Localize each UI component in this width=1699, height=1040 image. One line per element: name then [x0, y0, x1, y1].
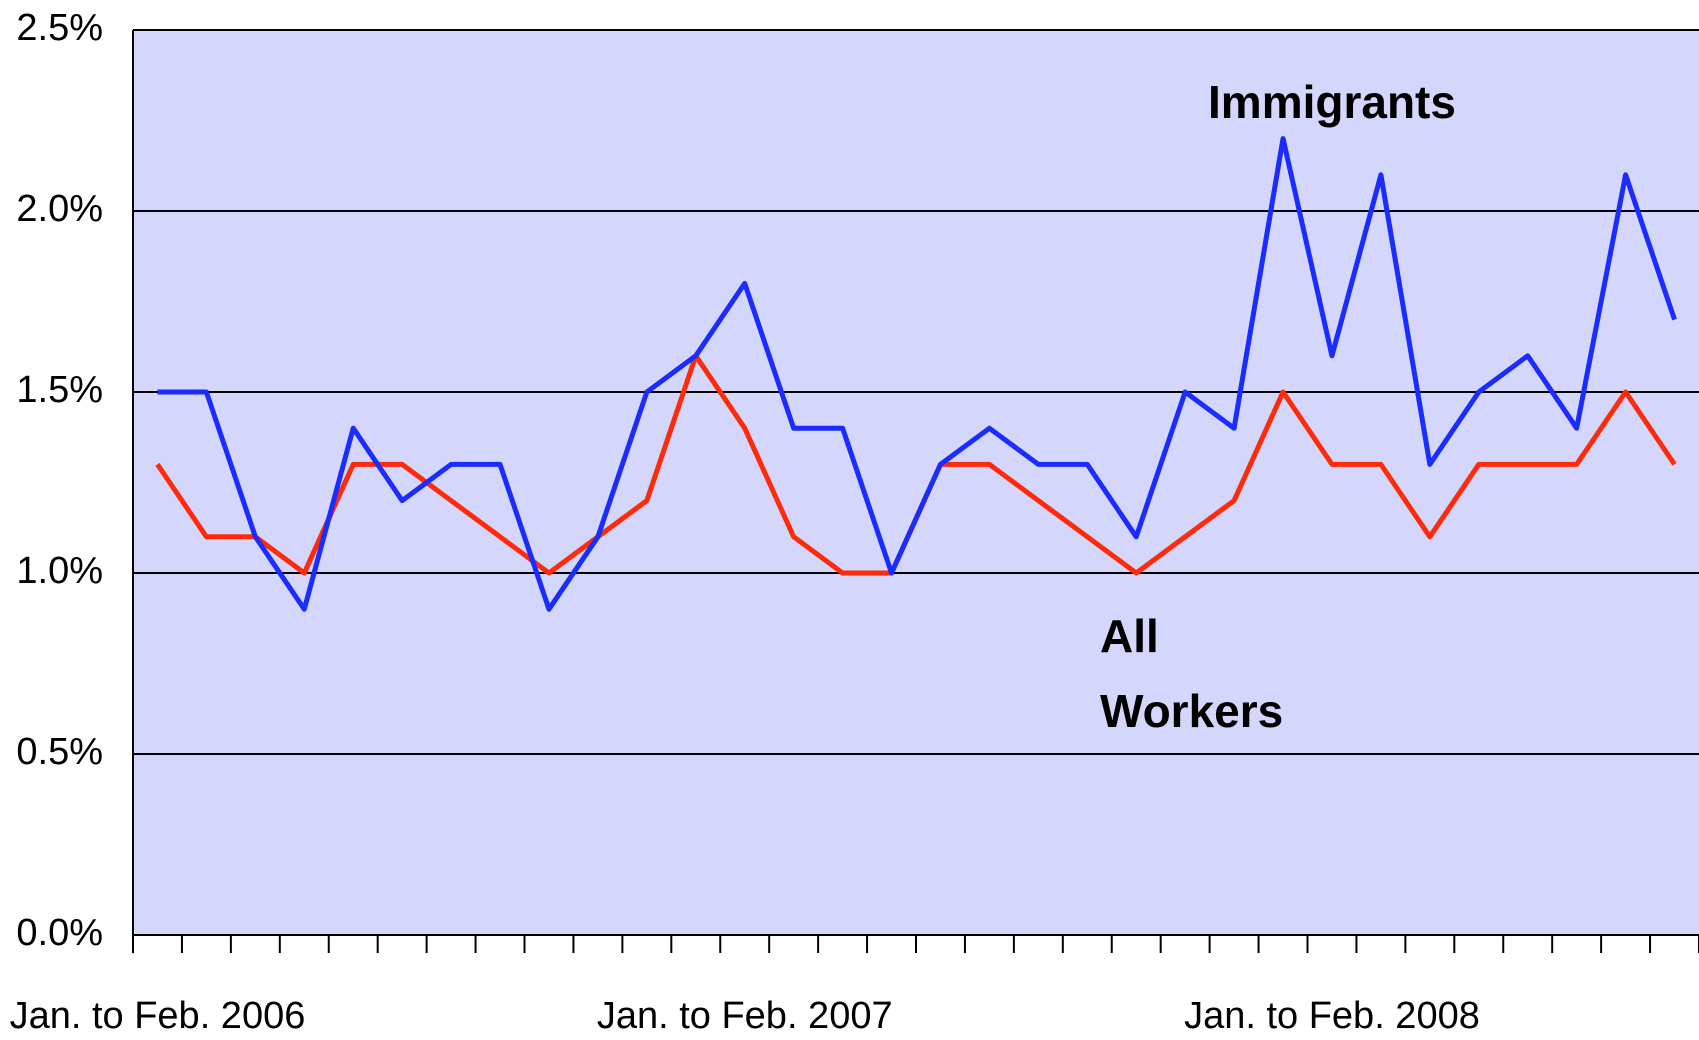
y-tick-label: 0.5%: [16, 731, 103, 773]
y-tick-label: 0.0%: [16, 912, 103, 954]
x-tick-label: Jan. to Feb. 2007: [597, 995, 893, 1037]
y-tick-label: 1.0%: [16, 550, 103, 592]
x-tick-label: Jan. to Feb. 2008: [1184, 995, 1480, 1037]
y-tick-label: 2.5%: [16, 7, 103, 49]
x-tick-label: Jan. to Feb. 2006: [10, 995, 306, 1037]
series-label: Immigrants: [1208, 76, 1456, 128]
y-tick-label: 1.5%: [16, 369, 103, 411]
y-tick-label: 2.0%: [16, 188, 103, 230]
series-label: All Workers: [1100, 610, 1283, 737]
plot-area: [133, 30, 1699, 935]
series-line: [157, 136, 1677, 612]
